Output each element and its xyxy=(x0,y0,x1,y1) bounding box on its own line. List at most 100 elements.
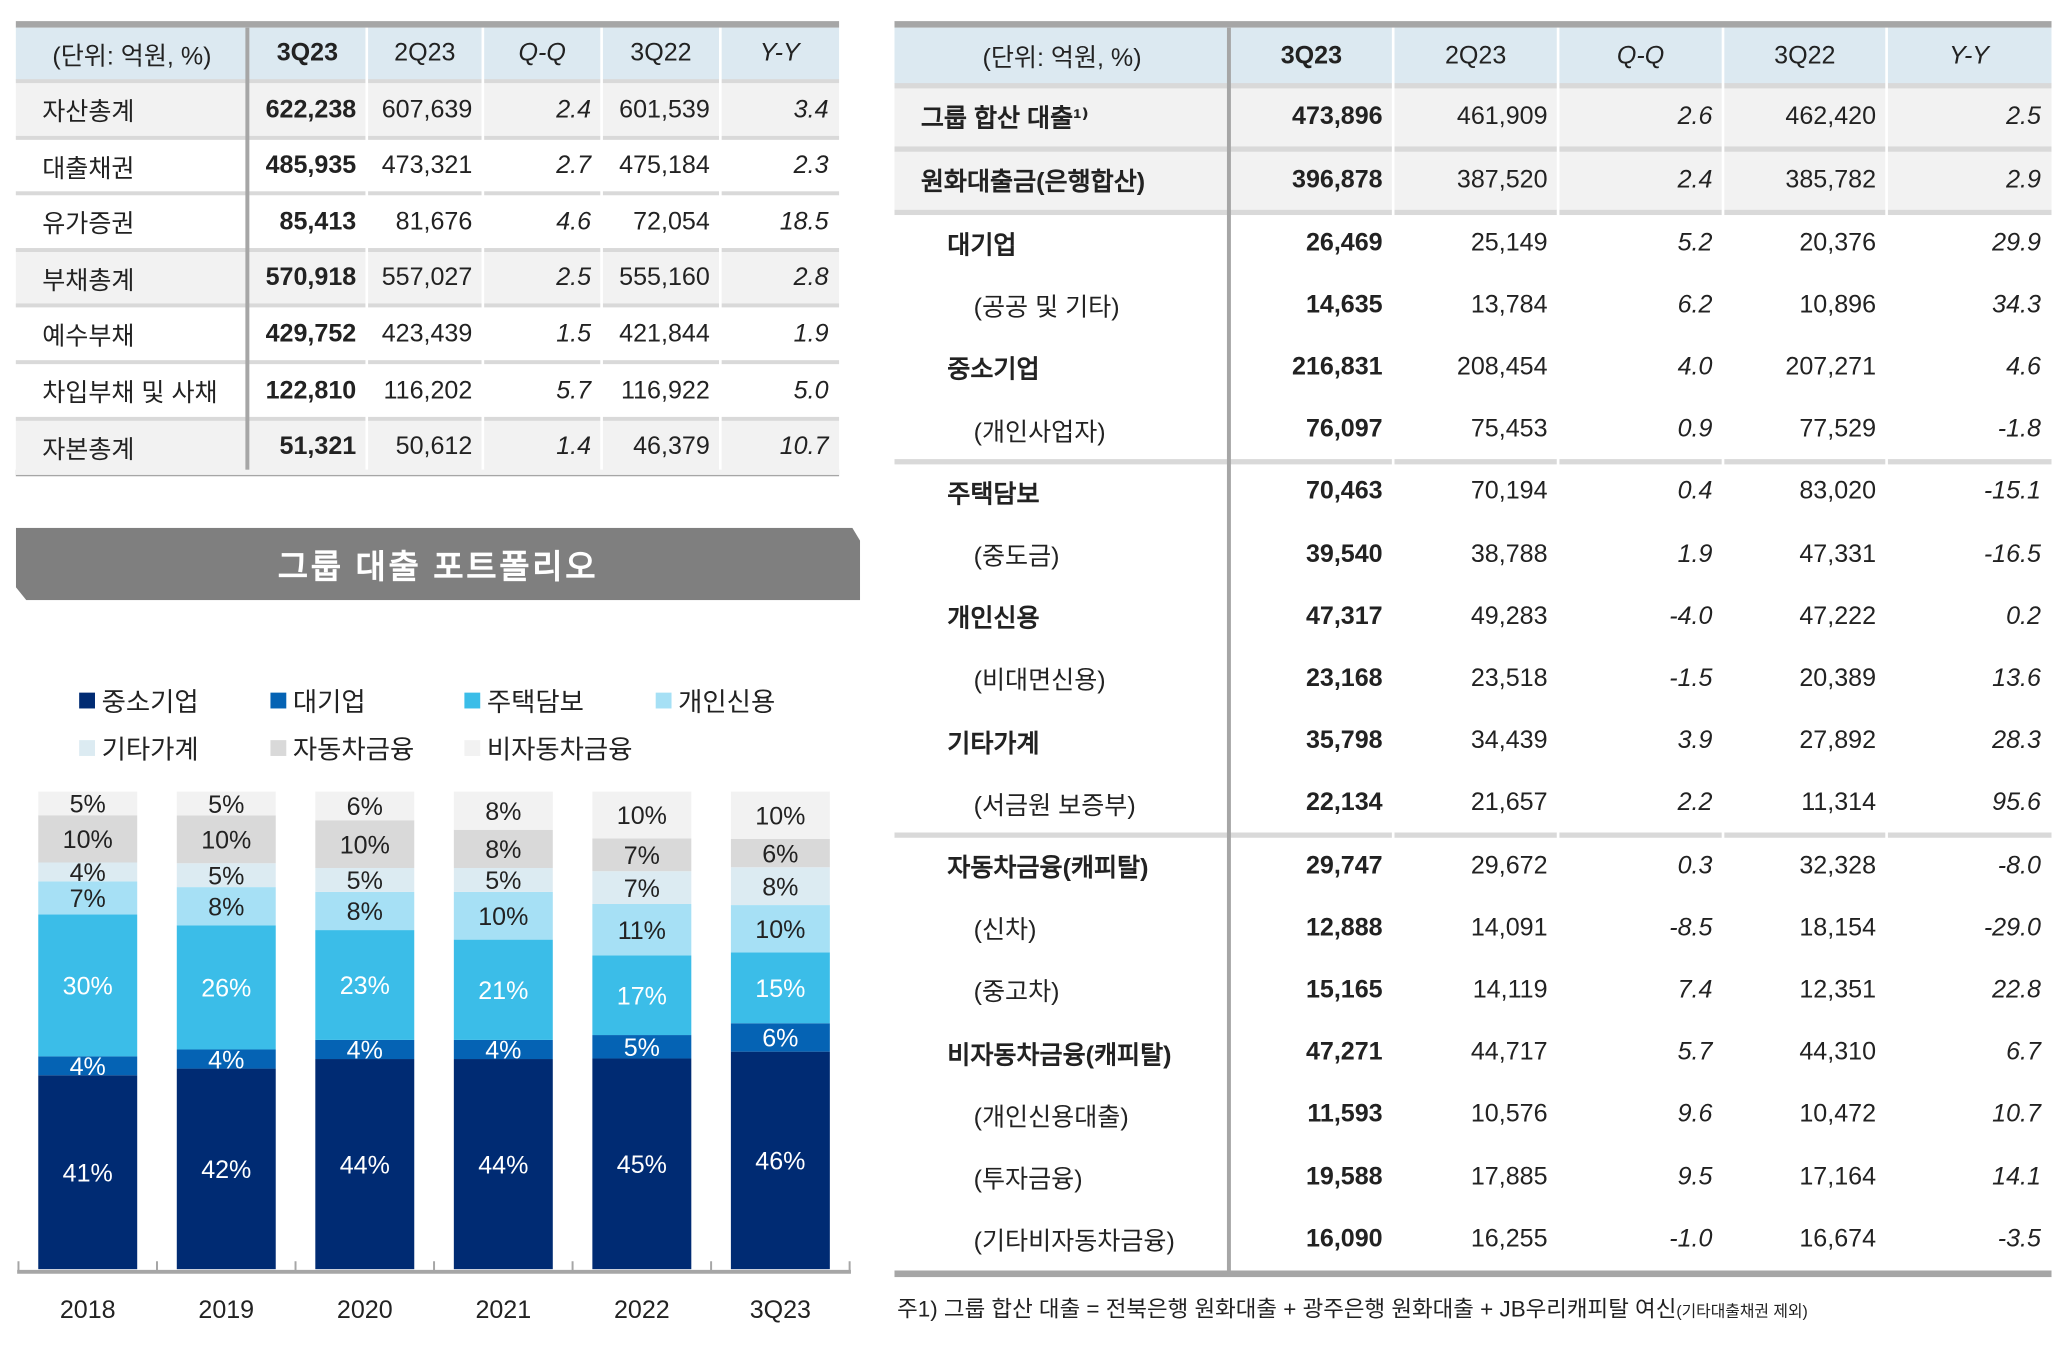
bar-segment xyxy=(592,838,692,872)
column-divider xyxy=(365,27,369,470)
data-label: 15% xyxy=(755,975,805,1003)
value-cell: 2.5 xyxy=(556,264,592,292)
data-label: 6% xyxy=(347,793,383,821)
row-label: 개인신용 xyxy=(947,605,1040,634)
value-cell: 10.7 xyxy=(1992,1100,2041,1129)
value-cell: 32,328 xyxy=(1799,851,1877,880)
column-header: 2Q23 xyxy=(394,39,456,68)
value-cell: 12,351 xyxy=(1799,976,1877,1004)
value-cell: 1.9 xyxy=(793,320,829,349)
legend-item: 대기업 xyxy=(270,681,366,719)
value-cell: 2.7 xyxy=(556,151,592,180)
row-divider xyxy=(894,458,2052,465)
chart-legend: 중소기업 대기업 주택담보 개인신용 기타가계 자동차금융 비자동차금융 xyxy=(79,681,871,773)
data-label: 8% xyxy=(208,893,244,921)
value-cell: -29.0 xyxy=(1983,913,2041,942)
value-cell: 13.6 xyxy=(1992,664,2041,693)
data-label: 44% xyxy=(340,1151,390,1179)
value-cell: -1.0 xyxy=(1669,1225,1713,1253)
data-label: 46% xyxy=(755,1148,805,1176)
value-cell: 27,892 xyxy=(1799,727,1877,755)
data-label: 30% xyxy=(63,973,113,1001)
table-row: (투자금융) 19,588 17,885 9.5 17,164 14.1 xyxy=(894,1147,2052,1208)
x-tick-label: 2020 xyxy=(337,1296,393,1324)
data-label: 4% xyxy=(485,1037,521,1065)
data-label: 6% xyxy=(762,1025,798,1053)
row-label: 유가증권 xyxy=(42,211,135,240)
value-cell: 475,184 xyxy=(619,151,710,180)
legend-item: 중소기업 xyxy=(79,681,199,719)
value-cell: 396,878 xyxy=(1292,165,1383,194)
value-cell: 5.7 xyxy=(556,376,592,405)
value-cell: 81,676 xyxy=(395,208,473,236)
table-row: (공공 및 기타) 14,635 13,784 6.2 10,896 34.3 xyxy=(894,275,2052,336)
column-header: 2Q23 xyxy=(1444,41,1507,70)
data-label: 10% xyxy=(755,916,805,944)
table-row: 기타가계 35,798 34,439 3.9 27,892 28.3 xyxy=(894,711,2052,772)
value-cell: 3.9 xyxy=(1677,727,1713,755)
column-divider xyxy=(1226,27,1231,1271)
data-label: 41% xyxy=(63,1159,113,1187)
table-row: 대기업 26,469 25,149 5.2 20,376 29.9 xyxy=(894,209,2052,274)
data-label: 5% xyxy=(208,862,244,890)
value-cell: 72,054 xyxy=(633,208,710,236)
balance-sheet-table: (단위: 억원, %) 3Q23 2Q23 Q-Q 3Q22 Y-Y 자산총계 622,238… xyxy=(15,21,840,477)
table-row: 차입부채 및 사채 122,810 116,202 5.7 116,922 5.0 xyxy=(15,360,840,419)
column-header: 3Q22 xyxy=(630,39,692,68)
data-label: 10% xyxy=(63,826,113,854)
value-cell: 601,539 xyxy=(619,95,710,124)
value-cell: 14,091 xyxy=(1470,913,1548,942)
bar-segment xyxy=(315,1059,415,1270)
row-label: 기타가계 xyxy=(947,730,1040,759)
bar-segment xyxy=(38,914,138,1057)
row-label: 예수부채 xyxy=(42,323,135,352)
value-cell: -3.5 xyxy=(1997,1225,2041,1253)
table-row: 자본총계 51,321 50,612 1.4 46,379 10.7 xyxy=(15,416,840,475)
value-cell: 2.6 xyxy=(1677,102,1713,130)
value-cell: 0.2 xyxy=(2006,602,2041,631)
value-cell: 10,576 xyxy=(1470,1100,1548,1129)
column-header: 3Q23 xyxy=(1280,41,1343,70)
bar-segment xyxy=(730,867,830,906)
value-cell: 23,518 xyxy=(1470,664,1548,693)
value-cell: 607,639 xyxy=(381,95,473,124)
value-cell: 47,222 xyxy=(1799,602,1877,631)
column-header: 3Q23 xyxy=(276,39,339,68)
value-cell: 555,160 xyxy=(619,264,710,292)
section-banner: 그룹 대출 포트폴리오 xyxy=(15,527,861,601)
row-divider xyxy=(894,146,2052,152)
row-divider xyxy=(894,83,2052,89)
value-cell: 4.6 xyxy=(2006,353,2041,382)
legend-label: 자동차금융 xyxy=(292,736,415,766)
value-cell: 208,454 xyxy=(1456,353,1548,382)
legend-swatch xyxy=(464,691,481,708)
row-label: (기타비자동차금융) xyxy=(973,1228,1175,1257)
value-cell: 4.6 xyxy=(556,208,592,236)
legend-label: 중소기업 xyxy=(101,688,199,718)
bar-segment xyxy=(453,867,553,892)
legend-swatch xyxy=(270,739,287,756)
row-label: 대기업 xyxy=(947,232,1017,260)
column-header: Y-Y xyxy=(1949,41,1990,70)
value-cell: 47,317 xyxy=(1305,602,1383,631)
row-label: (개인신용대출) xyxy=(973,1103,1129,1132)
header-row: (단위: 억원, %) 3Q23 2Q23 Q-Q 3Q22 Y-Y xyxy=(15,27,840,81)
bar-segment xyxy=(176,863,276,888)
data-label: 7% xyxy=(624,842,660,870)
value-cell: 10,896 xyxy=(1799,291,1877,319)
value-cell: 39,540 xyxy=(1305,540,1383,568)
column-header: 3Q22 xyxy=(1774,41,1836,70)
legend-swatch xyxy=(270,691,287,708)
column-divider xyxy=(481,27,485,470)
value-cell: 570,918 xyxy=(265,264,357,292)
value-cell: 473,896 xyxy=(1292,102,1383,130)
bar-segment xyxy=(315,930,415,1040)
column-header: (단위: 억원, %) xyxy=(982,44,1142,73)
legend-item: 자동차금융 xyxy=(270,728,414,766)
value-cell: 17,164 xyxy=(1799,1162,1877,1191)
table-row: (기타비자동차금융) 16,090 16,255 -1.0 16,674 -3.5 xyxy=(894,1210,2052,1270)
table-row: 유가증권 85,413 81,676 4.6 72,054 18.5 xyxy=(15,191,840,250)
table-row: (신차) 12,888 14,091 -8.5 18,154 -29.0 xyxy=(894,898,2052,959)
row-divider xyxy=(15,247,840,252)
